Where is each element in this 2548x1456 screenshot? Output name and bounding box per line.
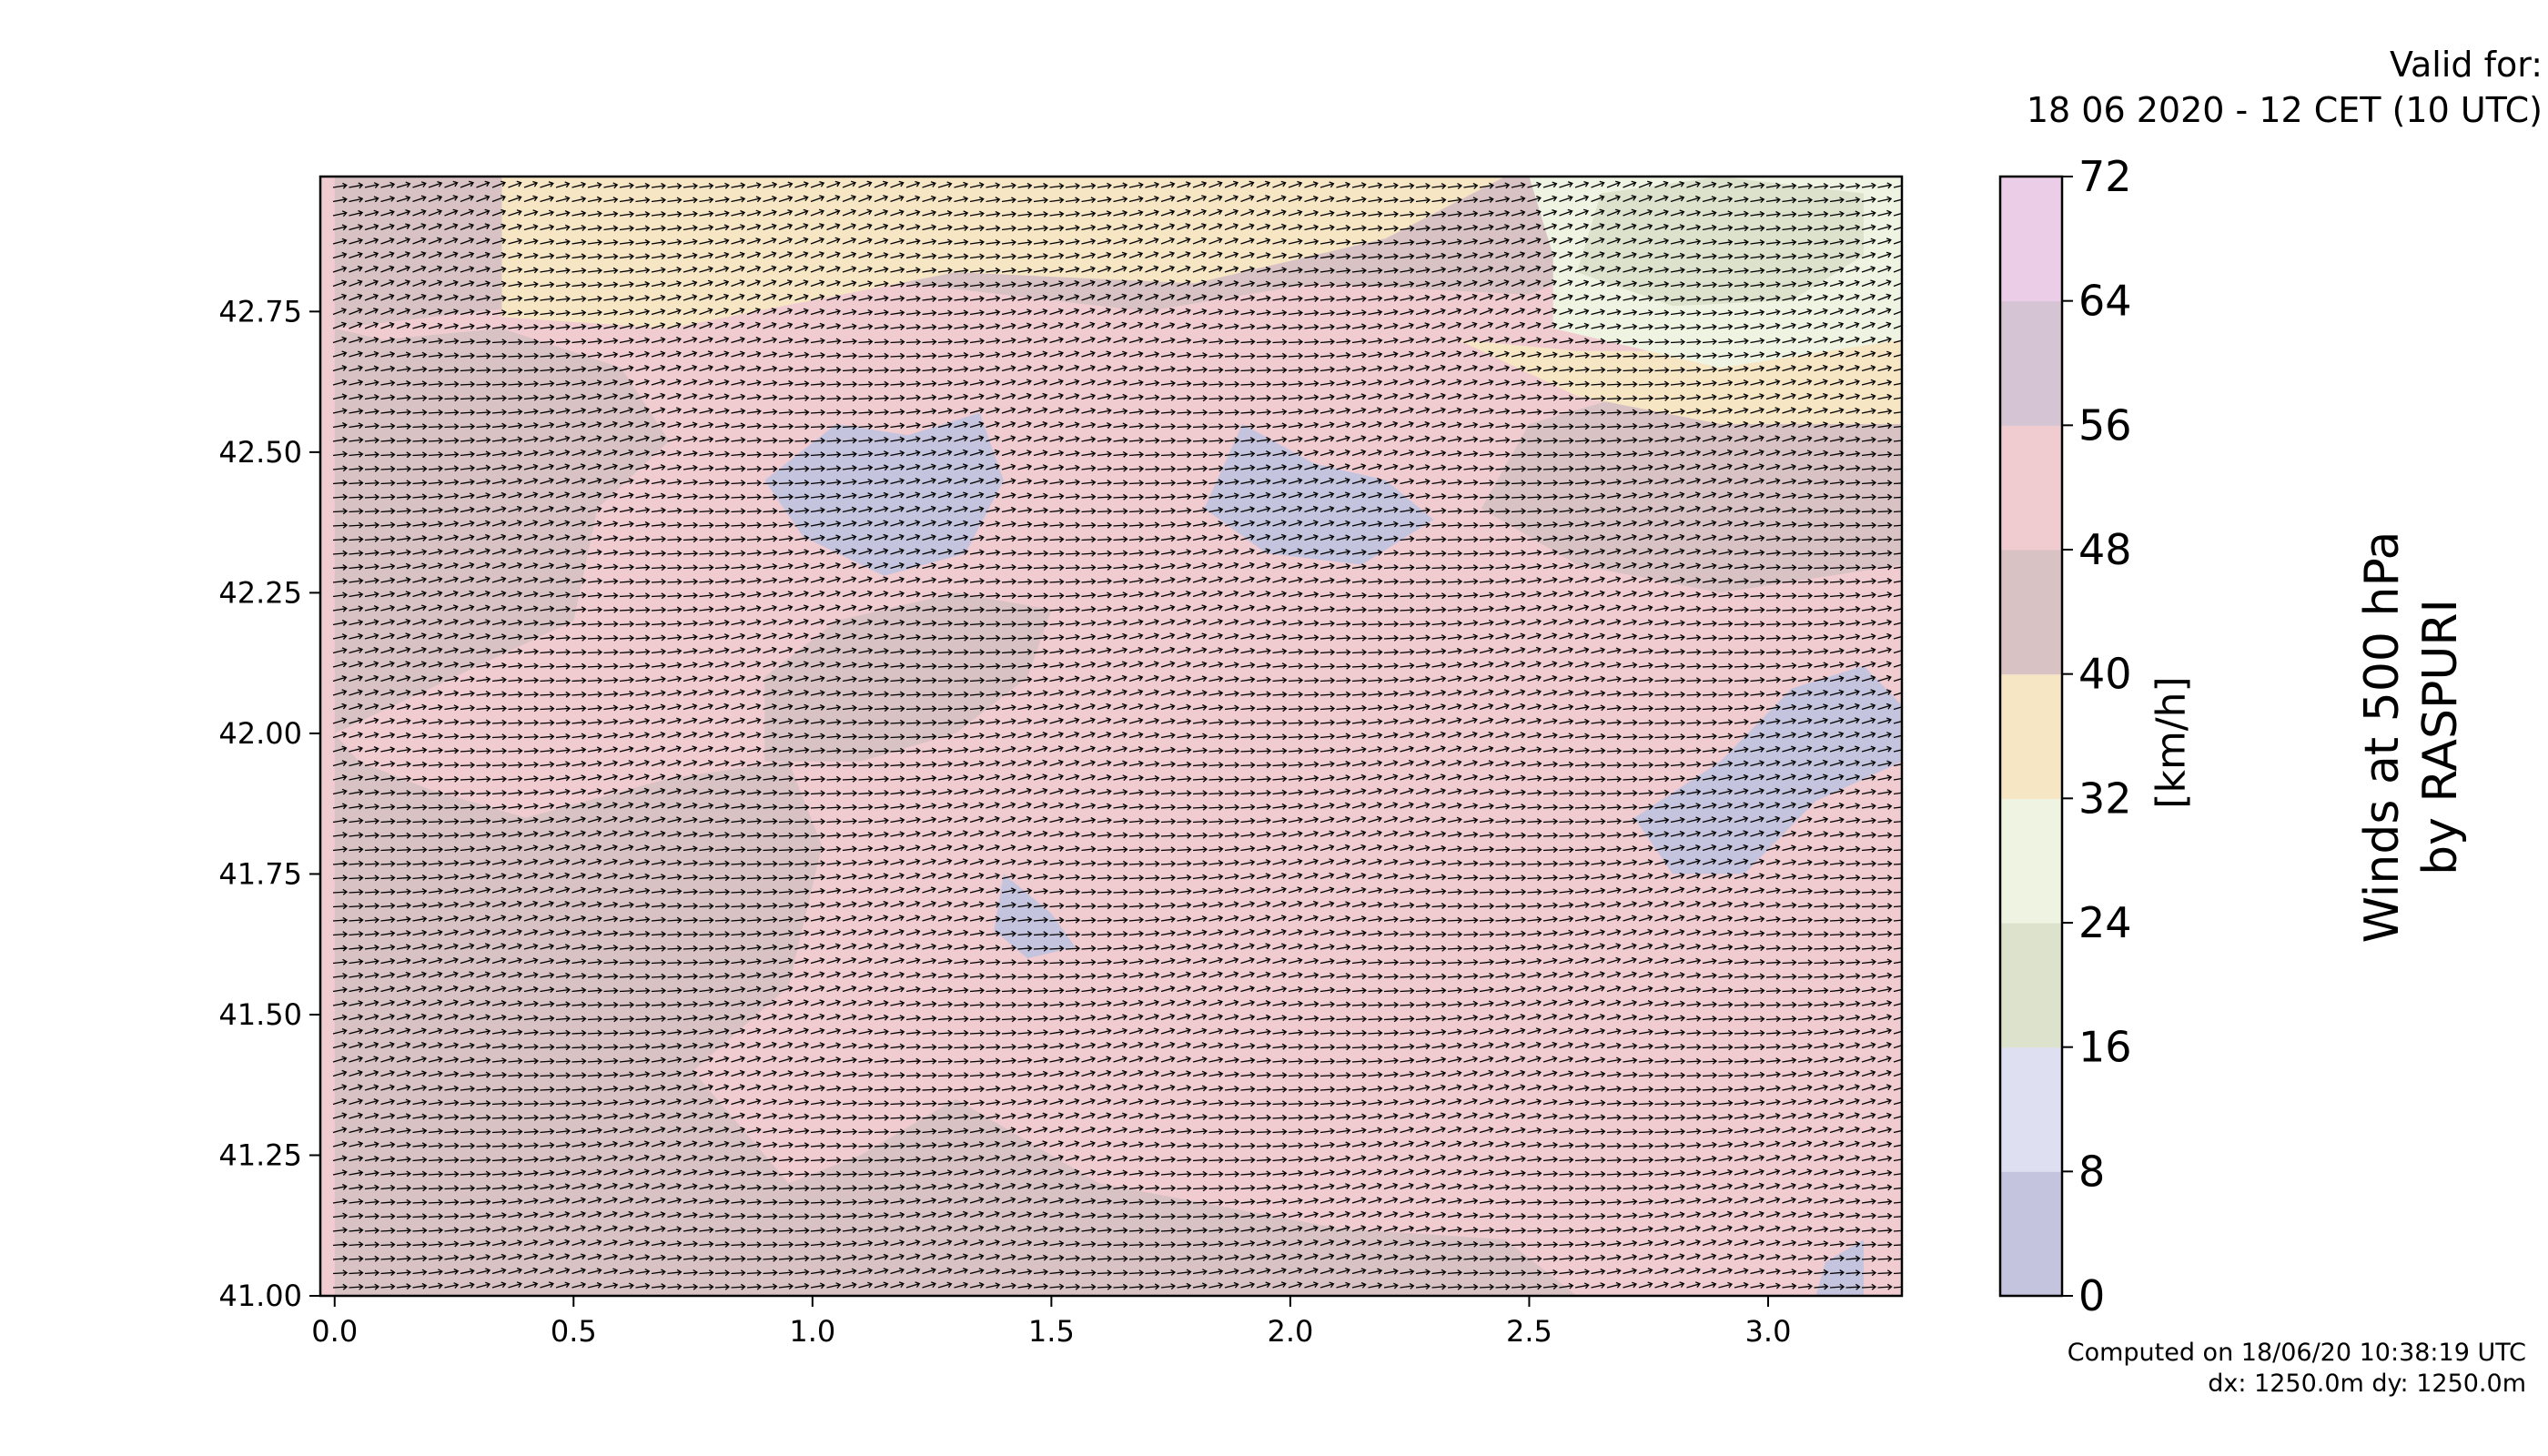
y-tick-label: 42.50 (218, 435, 302, 470)
speed-region-40-48-1 (334, 328, 670, 733)
colorbar-segment (2000, 425, 2062, 551)
colorbar-tick-label: 24 (2078, 898, 2132, 947)
x-tick-label: 0.0 (311, 1314, 358, 1349)
wind-arrows (332, 180, 1902, 1290)
colorbar: 0 8 16 24 32 40 48 56 64 72 (1998, 152, 2132, 1320)
speed-region-0-8-11 (1634, 665, 1902, 875)
colorbar-tick-label: 8 (2078, 1147, 2105, 1196)
colorbar-tick-label: 64 (2078, 277, 2132, 326)
wind-vector-field (332, 180, 1902, 1290)
colorbar-segment (2000, 1171, 2062, 1297)
x-tick-label: 3.0 (1745, 1314, 1792, 1349)
y-tick-label: 41.25 (218, 1138, 302, 1172)
colorbar-tick-label: 16 (2078, 1023, 2132, 1072)
x-tick-label: 2.5 (1506, 1314, 1552, 1349)
colorbar-tick-label: 72 (2078, 152, 2132, 201)
valid-for-date: 18 06 2020 - 12 CET (10 UTC) (2026, 90, 2543, 130)
speed-region-0-8-10 (1204, 424, 1434, 565)
y-tick-label: 42.00 (218, 716, 302, 751)
y-axis: 41.00 41.25 41.50 41.75 42.00 42.25 42.50 42.75 (218, 294, 320, 1313)
colorbar-tick-label: 56 (2078, 400, 2132, 450)
speed-region-0-8-13 (1815, 1239, 1864, 1296)
colorbar-tick-label: 32 (2078, 774, 2132, 823)
colorbar-segment (2000, 550, 2062, 675)
y-tick-label: 41.75 (218, 856, 302, 891)
x-tick-label: 1.0 (789, 1314, 835, 1349)
colorbar-unit-label: [km/h] (2148, 676, 2195, 809)
chart-title-line2: by RASPURI (2413, 599, 2468, 875)
plot-area (320, 177, 1902, 1296)
computed-timestamp: Computed on 18/06/20 10:38:19 UTC (2067, 1339, 2526, 1367)
valid-for-line1: Valid for: (2389, 45, 2543, 85)
y-tick-label: 41.50 (218, 997, 302, 1032)
x-axis: 0.0 0.5 1.0 1.5 2.0 2.5 3.0 (311, 1296, 1791, 1349)
valid-for-label: Valid for: 18 06 2020 - 12 CET (10 UTC) (2027, 42, 2543, 133)
y-tick-label: 42.75 (218, 294, 302, 329)
speed-region-0-8-12 (994, 874, 1076, 959)
colorbar-tick-label: 40 (2078, 650, 2132, 699)
speed-region-40-48-3 (1481, 396, 1902, 593)
grid-resolution: dx: 1250.0m dy: 1250.0m (2208, 1370, 2526, 1398)
chart-title-line1: Winds at 500 hPa (2355, 531, 2410, 944)
colorbar-segment (2000, 923, 2062, 1048)
speed-region-16-24-8 (1576, 177, 1864, 307)
colorbar-segment (2000, 673, 2062, 799)
speed-region-40-48-2 (764, 592, 1052, 762)
y-tick-label: 42.25 (218, 575, 302, 610)
colorbar-segment (2000, 300, 2062, 426)
computed-footer: Computed on 18/06/20 10:38:19 UTC dx: 12… (2068, 1338, 2526, 1400)
y-tick-label: 41.00 (218, 1279, 302, 1313)
colorbar-tick-label: 0 (2078, 1271, 2105, 1320)
colorbar-segment (2000, 177, 2062, 302)
colorbar-segment (2000, 798, 2062, 924)
plot-frame (318, 175, 1904, 1298)
x-tick-label: 0.5 (551, 1314, 597, 1349)
x-tick-label: 2.0 (1267, 1314, 1313, 1349)
colorbar-segment (2000, 1046, 2062, 1172)
colorbar-tick-label: 48 (2078, 525, 2132, 574)
colorbar-frame (1998, 175, 2064, 1298)
x-tick-label: 1.5 (1028, 1314, 1075, 1349)
